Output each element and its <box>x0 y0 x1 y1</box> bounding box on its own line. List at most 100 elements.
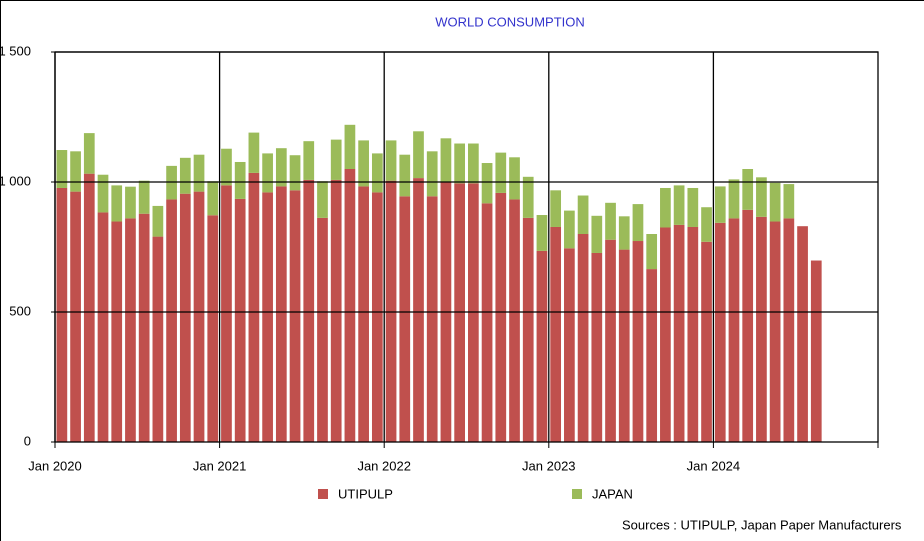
bar-segment <box>742 169 754 210</box>
bar-segment <box>481 203 493 442</box>
bar-segment <box>577 234 589 442</box>
bar-segment <box>97 212 109 442</box>
bar-segment <box>673 224 685 442</box>
bar-segment <box>234 198 246 442</box>
x-tick-label: Jan 2020 <box>28 458 82 473</box>
bar-segment <box>193 191 205 442</box>
bar-segment <box>152 236 164 442</box>
bar-segment <box>70 151 81 192</box>
bar-segment <box>536 215 548 251</box>
bar-segment <box>234 161 246 199</box>
bar-segment <box>262 153 273 193</box>
bar-segment <box>221 185 232 442</box>
bar-segment <box>56 150 68 188</box>
x-tick-label: Jan 2021 <box>193 458 247 473</box>
bar-segment <box>550 190 562 227</box>
bar-segment <box>714 186 726 223</box>
bar-segment <box>618 216 630 250</box>
bar-segment <box>83 173 95 442</box>
bar-segment <box>714 222 726 442</box>
bar-segment <box>468 183 479 443</box>
bar-segment <box>577 195 589 234</box>
bar-segment <box>166 165 177 200</box>
bar-segment <box>495 192 507 442</box>
bar-segment <box>509 199 520 442</box>
bar-segment <box>742 209 754 442</box>
bar-segment <box>179 157 191 194</box>
bar-segment <box>783 218 795 442</box>
bar-segment <box>125 186 136 219</box>
bar-segment <box>550 226 562 442</box>
bar-segment <box>289 155 301 191</box>
bar-segment <box>564 210 575 249</box>
legend-label: UTIPULP <box>338 486 393 501</box>
x-tick-label: Jan 2022 <box>357 458 411 473</box>
bar-segment <box>728 218 740 442</box>
bar-segment <box>179 193 191 442</box>
bar-segment <box>632 204 644 242</box>
bar-segment <box>399 196 411 442</box>
bar-segment <box>248 132 260 173</box>
chart-title: WORLD CONSUMPTION <box>435 14 585 29</box>
source-note: Sources : UTIPULP, Japan Paper Manufactu… <box>622 517 902 532</box>
bar-segment <box>83 133 95 174</box>
bar-segment <box>275 148 287 187</box>
bar-segment <box>769 221 781 442</box>
bar-segment <box>591 215 603 253</box>
legend-swatch <box>572 489 582 499</box>
bar-segment <box>317 217 328 442</box>
bar-segment <box>303 179 315 443</box>
bar-segment <box>701 241 712 442</box>
bar-segment <box>385 180 397 442</box>
bar-segment <box>522 217 534 442</box>
bar-segment <box>138 213 150 442</box>
bar-segment <box>138 180 150 214</box>
bar-segment <box>207 181 219 216</box>
bar-segment <box>303 141 315 180</box>
bar-segment <box>358 140 369 187</box>
bar-segment <box>289 190 301 442</box>
bar-segment <box>564 248 575 442</box>
bar-segment <box>646 269 658 442</box>
bar-segment <box>317 181 328 218</box>
plot-frame <box>54 51 879 443</box>
bar-segment <box>769 182 781 222</box>
bar-segment <box>605 239 616 442</box>
bar-segment <box>440 138 452 182</box>
bar-segment <box>330 179 342 443</box>
bar-segment <box>783 184 795 219</box>
bar-segment <box>166 199 177 442</box>
bar-segment <box>756 177 767 217</box>
bar-segment <box>756 216 767 442</box>
bar-segment <box>536 250 548 442</box>
bar-segment <box>605 202 616 240</box>
bar-segment <box>413 178 424 442</box>
y-tick-label: 1 500 <box>0 43 31 58</box>
bar-segment <box>632 241 644 442</box>
bar-segment <box>426 151 438 197</box>
bar-segment <box>275 186 287 442</box>
bar-segment <box>618 249 630 442</box>
x-tick-label: Jan 2023 <box>522 458 576 473</box>
bar-segment <box>810 260 822 442</box>
bar-segment <box>125 218 136 442</box>
y-tick-label: 0 <box>24 433 31 448</box>
bar-segment <box>660 227 671 442</box>
x-tick-label: Jan 2024 <box>687 458 741 473</box>
y-tick-label: 500 <box>9 303 31 318</box>
bar-segment <box>371 153 383 193</box>
bar-segment <box>522 176 534 218</box>
bar-segment <box>152 205 164 237</box>
legend-label: JAPAN <box>592 486 633 501</box>
bar-segment <box>358 186 369 442</box>
bar-segment <box>426 196 438 442</box>
bar-segment <box>797 226 808 442</box>
bar-segment <box>591 252 603 442</box>
bar-segment <box>221 148 232 186</box>
bar-segment <box>687 187 699 227</box>
bar-segment <box>344 124 356 169</box>
bar-segment <box>701 207 712 242</box>
bar-segment <box>330 139 342 180</box>
